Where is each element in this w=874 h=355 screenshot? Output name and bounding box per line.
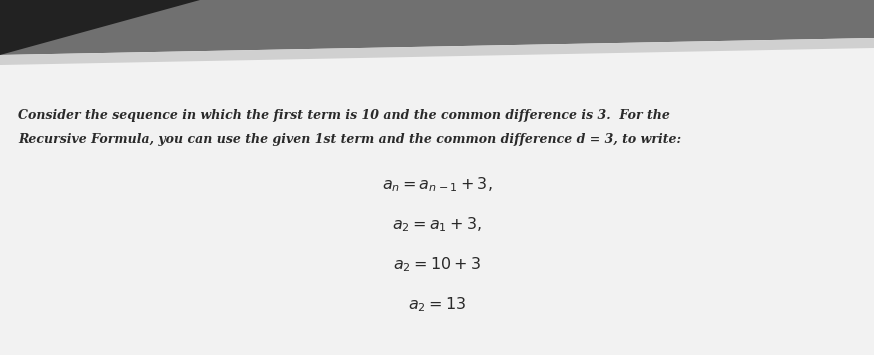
Text: Consider the sequence in which the first term is 10 and the common difference is: Consider the sequence in which the first… <box>18 109 669 121</box>
Polygon shape <box>0 38 874 355</box>
Text: $a_n = a_{n-1} + 3,$: $a_n = a_{n-1} + 3,$ <box>382 176 492 194</box>
Polygon shape <box>0 0 874 80</box>
Polygon shape <box>0 38 874 65</box>
Text: Recursive Formula, you can use the given 1st term and the common difference d = : Recursive Formula, you can use the given… <box>18 133 681 147</box>
Text: $a_2 = 10 + 3$: $a_2 = 10 + 3$ <box>393 256 481 274</box>
Text: $a_2 = a_1 + 3,$: $a_2 = a_1 + 3,$ <box>392 215 482 234</box>
Text: $a_2 = 13$: $a_2 = 13$ <box>408 296 466 314</box>
Polygon shape <box>0 0 200 55</box>
Polygon shape <box>0 0 280 70</box>
